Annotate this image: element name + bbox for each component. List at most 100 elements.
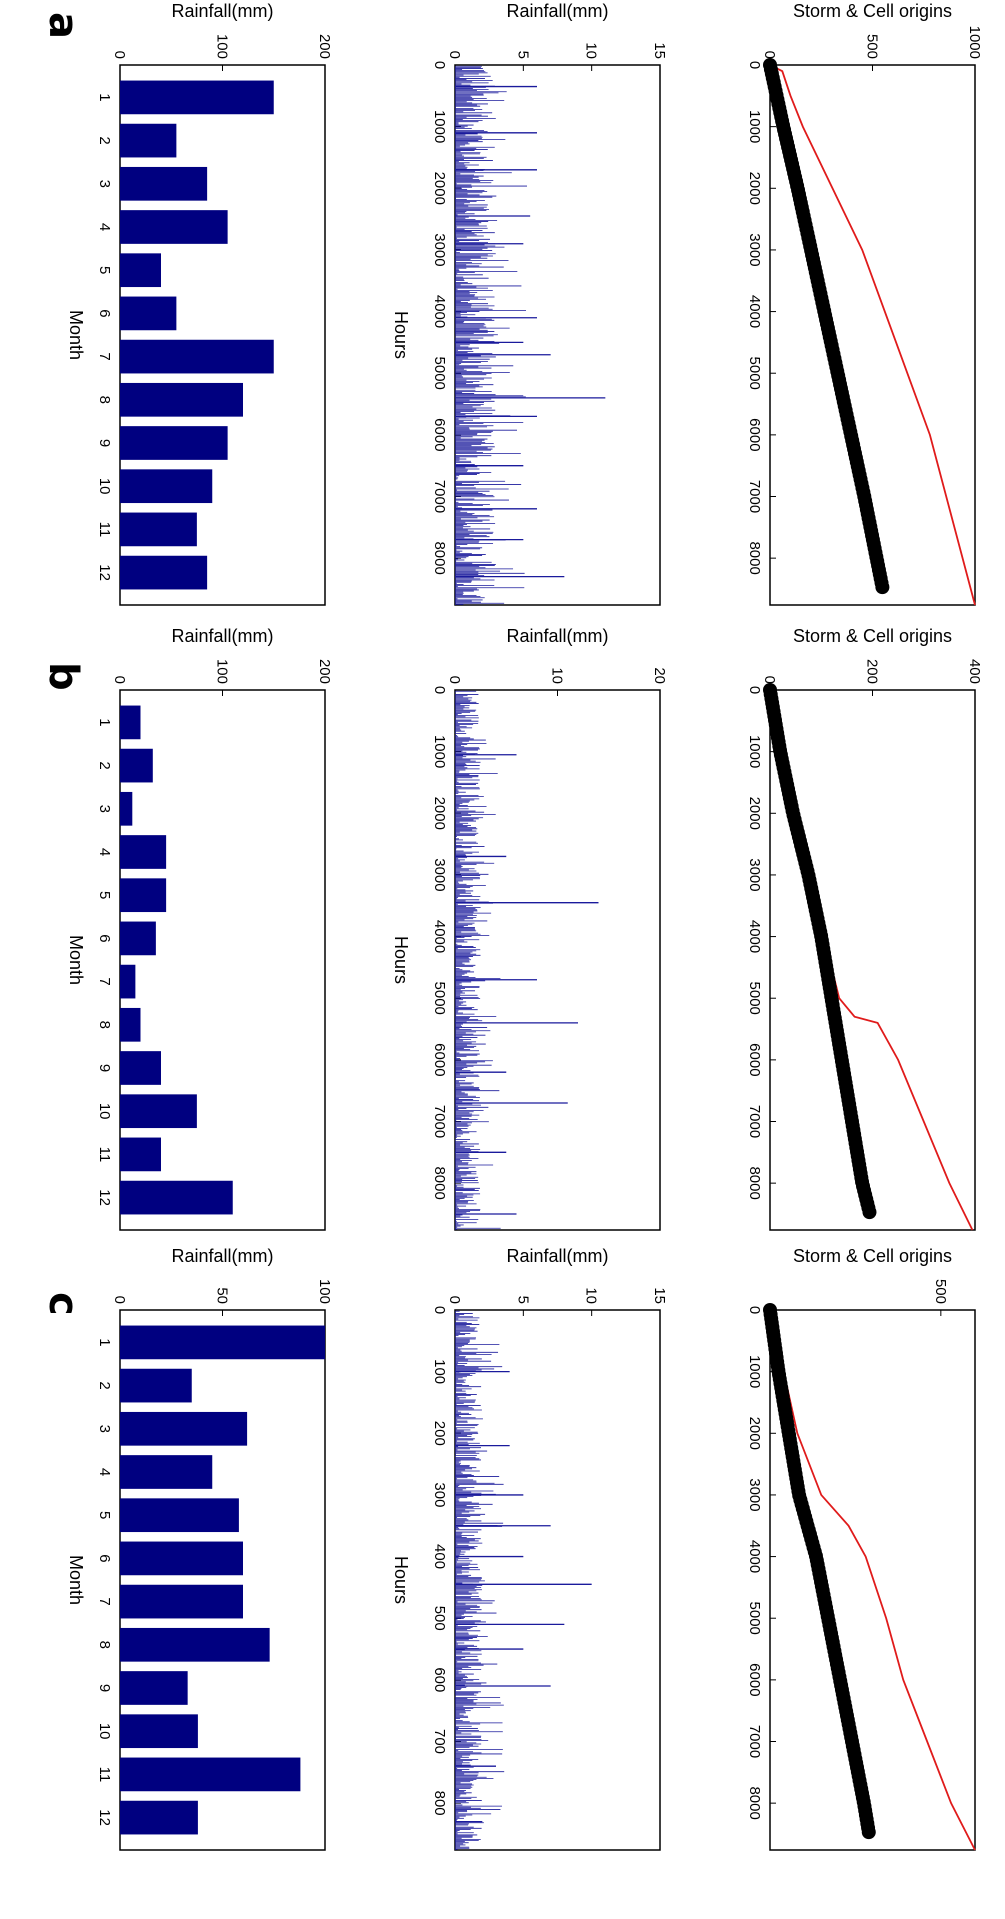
x-tick-label: 5 bbox=[96, 1511, 113, 1519]
bar-month-8 bbox=[120, 1627, 270, 1662]
origin-marker bbox=[862, 1205, 877, 1220]
x-tick-label: 3000 bbox=[746, 233, 763, 266]
y-tick-label: 15 bbox=[651, 42, 668, 59]
x-tick-label: 5000 bbox=[746, 357, 763, 390]
plot-frame bbox=[769, 689, 976, 1231]
x-tick-label: 8 bbox=[96, 396, 113, 404]
y-tick-label: 200 bbox=[316, 659, 333, 684]
bar-month-10 bbox=[120, 469, 213, 504]
bar-month-6 bbox=[120, 1541, 243, 1576]
x-tick-label: 1 bbox=[96, 93, 113, 101]
x-tick-label: 10 bbox=[96, 1723, 113, 1740]
x-tick-label: 9 bbox=[96, 439, 113, 447]
y-axis-label: Rainfall(mm) bbox=[506, 1246, 608, 1266]
y-tick-label: 200 bbox=[864, 659, 881, 684]
panel-letter-b: b bbox=[40, 662, 86, 691]
x-tick-label: 2 bbox=[96, 1381, 113, 1389]
x-axis-label: Hours bbox=[391, 936, 411, 984]
x-tick-label: 2 bbox=[96, 136, 113, 144]
x-tick-label: 700 bbox=[431, 1729, 448, 1754]
x-tick-label: 1 bbox=[96, 1338, 113, 1346]
y-axis-label: Storm & Cell origins bbox=[793, 1246, 952, 1266]
x-tick-label: 7000 bbox=[746, 1725, 763, 1758]
bar-month-9 bbox=[120, 1051, 161, 1085]
panel-a-mid: Rainfall(mm) 0 1000 2000 3000 4000 5000 6000 700… bbox=[391, 1, 668, 606]
x-tick-label: 5000 bbox=[431, 357, 448, 390]
plot-frame bbox=[454, 689, 661, 1231]
x-tick-label: 500 bbox=[431, 1606, 448, 1631]
x-tick-label: 6 bbox=[96, 309, 113, 317]
x-tick-label: 300 bbox=[431, 1482, 448, 1507]
x-tick-label: 400 bbox=[431, 1544, 448, 1569]
y-tick-label: 100 bbox=[214, 34, 231, 59]
y-axis-label: Storm & Cell origins bbox=[793, 626, 952, 646]
bar-month-4 bbox=[120, 1455, 213, 1489]
bar-month-11 bbox=[120, 512, 197, 547]
plot-frame bbox=[769, 1309, 976, 1851]
x-tick-label: 7000 bbox=[431, 480, 448, 513]
y-tick-label: 400 bbox=[966, 659, 983, 684]
x-tick-label: 2 bbox=[96, 761, 113, 769]
bar-month-7 bbox=[120, 1584, 243, 1619]
x-tick-label: 11 bbox=[96, 1147, 113, 1163]
bar-month-11 bbox=[120, 1757, 301, 1792]
x-tick-label: 7 bbox=[96, 977, 113, 985]
bar-month-12 bbox=[120, 1180, 233, 1215]
x-tick-label: 8000 bbox=[746, 541, 763, 574]
bar-month-2 bbox=[120, 1368, 192, 1403]
bar-month-6 bbox=[120, 296, 177, 331]
x-tick-label: 5000 bbox=[746, 982, 763, 1015]
y-tick-label: 10 bbox=[549, 667, 566, 684]
bar-month-7 bbox=[120, 964, 136, 999]
bar-month-2 bbox=[119, 748, 153, 783]
x-tick-label: 5000 bbox=[746, 1602, 763, 1635]
y-tick-label: 100 bbox=[316, 1279, 333, 1304]
x-tick-label: 3 bbox=[96, 180, 113, 188]
x-tick-label: 3 bbox=[96, 1425, 113, 1433]
x-tick-label: 0 bbox=[746, 686, 763, 694]
x-tick-label: 4 bbox=[96, 848, 113, 856]
y-tick-label: 15 bbox=[651, 1287, 668, 1304]
bar-month-5 bbox=[120, 1498, 239, 1533]
bar-month-5 bbox=[120, 253, 161, 288]
x-tick-label: 12 bbox=[96, 1809, 113, 1826]
y-tick-label: 100 bbox=[214, 659, 231, 684]
y-tick-label: 1000 bbox=[966, 26, 983, 59]
y-tick-label: 50 bbox=[214, 1287, 231, 1304]
bar-month-11 bbox=[120, 1137, 161, 1172]
x-axis-label: Hours bbox=[391, 1556, 411, 1604]
x-tick-label: 4000 bbox=[431, 920, 448, 953]
x-tick-label: 0 bbox=[431, 61, 448, 69]
y-axis-label: Rainfall(mm) bbox=[506, 626, 608, 646]
x-tick-label: 600 bbox=[431, 1667, 448, 1692]
x-tick-label: 11 bbox=[96, 1767, 113, 1783]
bar-month-12 bbox=[120, 1800, 198, 1835]
x-tick-label: 3000 bbox=[746, 1478, 763, 1511]
x-tick-label: 6 bbox=[96, 1554, 113, 1562]
x-tick-label: 3000 bbox=[431, 233, 448, 266]
x-tick-label: 7000 bbox=[431, 1105, 448, 1138]
panel-letter-a: a bbox=[40, 12, 86, 39]
x-tick-label: 2000 bbox=[746, 172, 763, 205]
x-tick-label: 4 bbox=[96, 1468, 113, 1476]
y-axis-label: Rainfall(mm) bbox=[506, 1, 608, 21]
x-tick-label: 2000 bbox=[431, 172, 448, 205]
x-tick-label: 6 bbox=[96, 934, 113, 942]
bar-month-12 bbox=[120, 555, 208, 590]
x-tick-label: 4000 bbox=[746, 1540, 763, 1573]
y-tick-label: 0 bbox=[111, 676, 128, 684]
x-tick-label: 0 bbox=[431, 1306, 448, 1314]
x-tick-label: 7000 bbox=[746, 480, 763, 513]
y-tick-label: 5 bbox=[514, 51, 531, 59]
y-tick-label: 500 bbox=[864, 34, 881, 59]
x-tick-label: 12 bbox=[96, 564, 113, 581]
x-tick-label: 1000 bbox=[746, 1355, 763, 1388]
bar-month-3 bbox=[119, 1411, 248, 1446]
x-tick-label: 8000 bbox=[431, 541, 448, 574]
bar-month-3 bbox=[119, 791, 133, 826]
bar-month-1 bbox=[120, 1325, 325, 1360]
panels: Storm & Cell origins01000200030004000500… bbox=[66, 1, 983, 1851]
cumulative-line bbox=[769, 689, 974, 1231]
x-tick-label: 11 bbox=[96, 522, 113, 538]
bar-month-4 bbox=[120, 835, 167, 869]
